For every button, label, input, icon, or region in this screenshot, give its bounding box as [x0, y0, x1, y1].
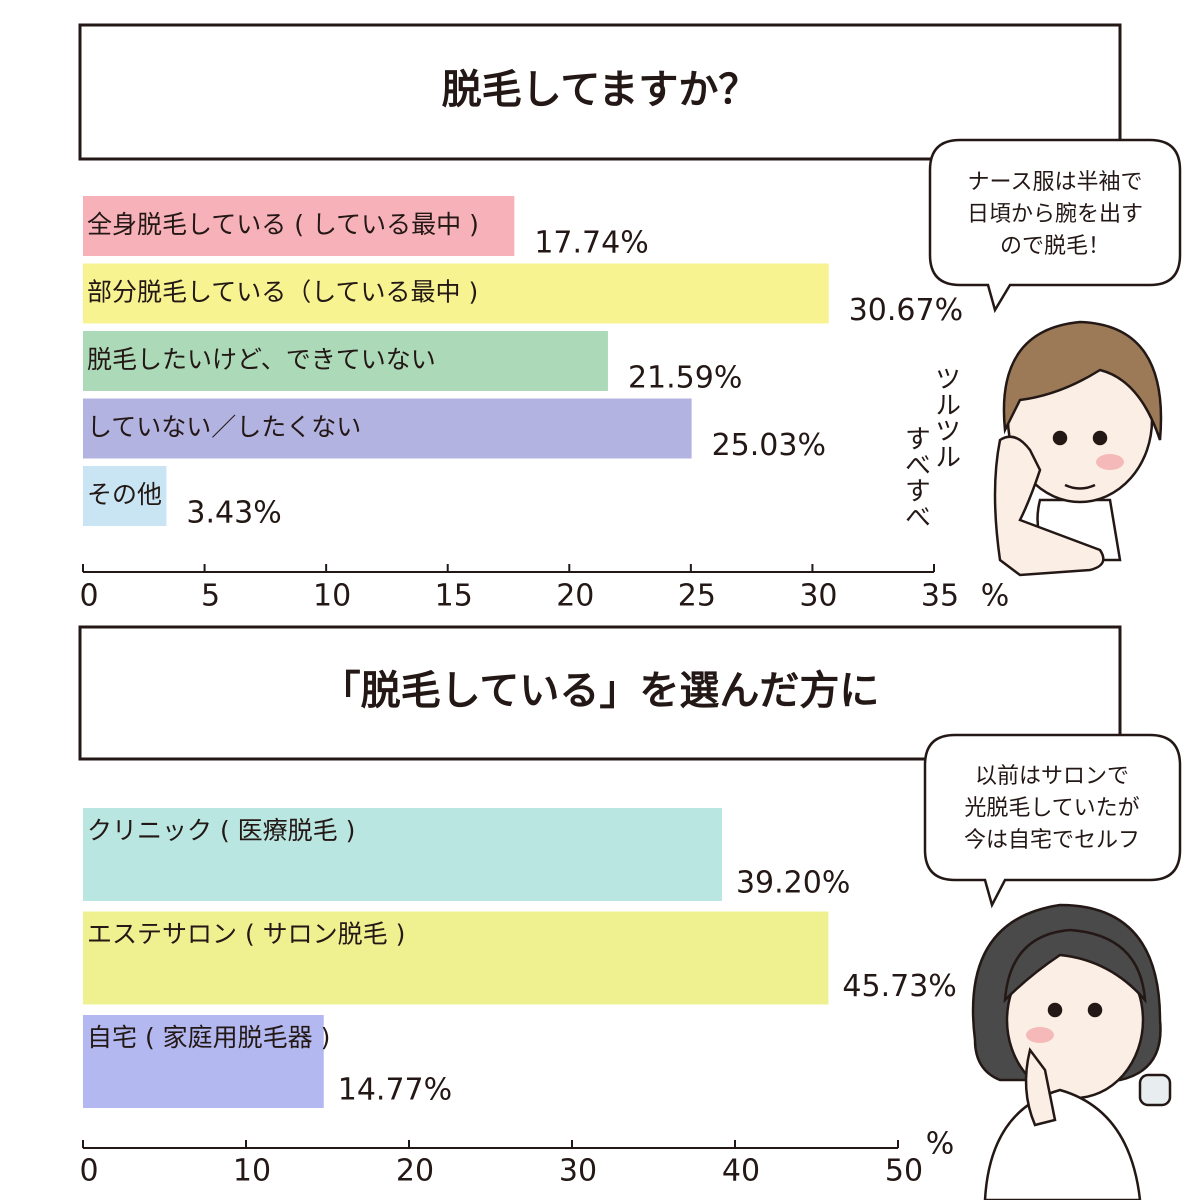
callout-text: ので脱毛！	[1000, 234, 1110, 259]
bar	[83, 1015, 324, 1108]
callout-text: ナース服は半袖で	[968, 170, 1143, 195]
value-label: 25.03%	[712, 428, 826, 463]
x-tick-label: 20	[396, 1154, 434, 1189]
x-tick-label: 0	[79, 1154, 98, 1189]
callout-text: 以前はサロンで	[975, 764, 1129, 789]
x-tick-label: 35	[921, 579, 959, 614]
x-tick-label: 25	[678, 579, 716, 614]
speech-bubble	[923, 733, 1182, 909]
x-tick-label: 5	[201, 579, 220, 614]
x-tick-label: 40	[722, 1154, 760, 1189]
annotation: すべすべ	[901, 425, 931, 529]
bar	[83, 196, 515, 256]
bar	[83, 263, 829, 324]
value-label: 14.77%	[338, 1073, 452, 1108]
value-label: 39.20%	[736, 866, 850, 901]
x-tick-label: 10	[233, 1154, 271, 1189]
category-label: 部分脱毛している（している最中 )	[87, 278, 478, 307]
bar	[83, 466, 167, 526]
chart-title: 脱毛してますか？	[442, 67, 759, 113]
speech-bubble	[928, 138, 1182, 314]
callout-text: 光脱毛していたが	[964, 796, 1139, 821]
value-label: 45.73%	[842, 969, 956, 1004]
x-unit: %	[926, 1127, 955, 1162]
value-label: 30.67%	[849, 293, 963, 328]
bar	[83, 808, 722, 901]
x-tick-label: 10	[313, 579, 351, 614]
annotation: ツルツル	[931, 365, 961, 469]
x-tick-label: 15	[435, 579, 473, 614]
illustration	[971, 903, 1172, 1202]
chart-title: 「脱毛している」を選んだ方に	[321, 668, 880, 714]
category-label: その他	[87, 480, 162, 509]
category-label: エステサロン ( サロン脱毛 )	[87, 920, 405, 949]
category-label: 自宅 ( 家庭用脱毛器 )	[87, 1023, 330, 1052]
value-label: 21.59%	[628, 361, 742, 396]
bar	[83, 398, 692, 459]
bar	[83, 911, 829, 1005]
x-tick-label: 0	[79, 579, 98, 614]
category-label: 脱毛したいけど、できていない	[87, 345, 436, 374]
x-tick-label: 30	[799, 579, 837, 614]
x-unit: %	[981, 579, 1010, 614]
category-label: していない／したくない	[87, 413, 361, 442]
title-box	[78, 23, 1122, 161]
x-tick-label: 50	[885, 1154, 923, 1189]
bar	[83, 331, 608, 391]
x-tick-label: 20	[556, 579, 594, 614]
illustration	[993, 320, 1163, 577]
category-label: クリニック ( 医療脱毛 )	[87, 816, 355, 845]
callout-text: 今は自宅でセルフ	[964, 828, 1140, 853]
value-label: 3.43%	[186, 496, 281, 531]
value-label: 17.74%	[534, 226, 648, 261]
x-tick-label: 30	[559, 1154, 597, 1189]
category-label: 全身脱毛している ( している最中 )	[87, 210, 479, 239]
callout-text: 日頃から腕を出す	[967, 202, 1143, 227]
